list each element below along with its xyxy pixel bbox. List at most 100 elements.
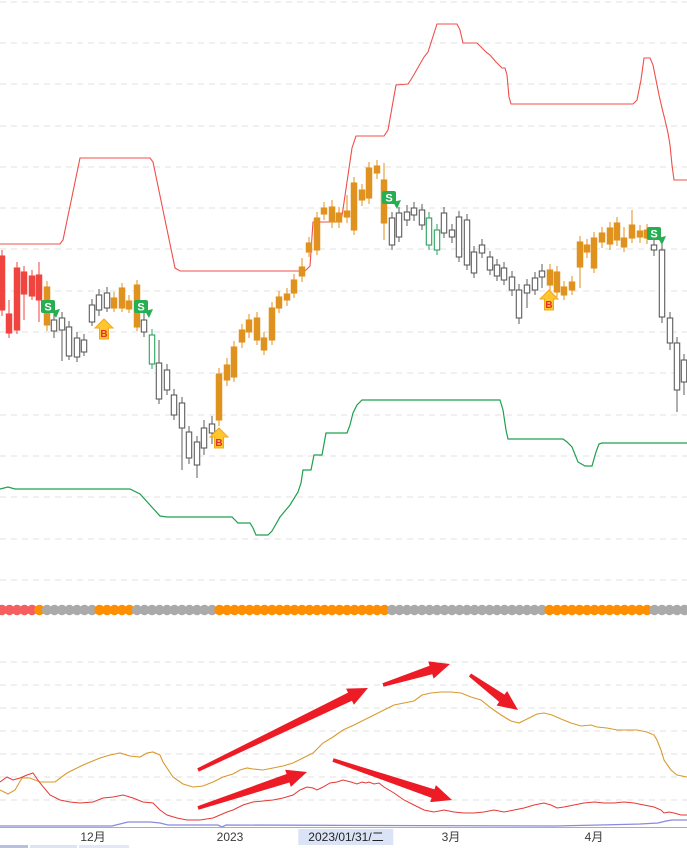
sell-tag-pointer [145, 309, 153, 318]
candle-body [448, 229, 456, 238]
candle-body [583, 244, 591, 253]
candle-body [260, 337, 268, 351]
trend-dot [679, 604, 687, 616]
sell-tag-pointer [52, 309, 60, 318]
trend-dot [574, 604, 585, 616]
trend-dot [566, 604, 578, 616]
trend-dot [11, 604, 23, 616]
trend-dot [244, 604, 255, 616]
candle-body [245, 319, 253, 333]
trend-dot [649, 604, 660, 616]
candle-body [223, 364, 231, 381]
candle-body [103, 292, 111, 309]
candle-body [5, 313, 13, 334]
candle-body [28, 275, 36, 297]
trend-dot [386, 604, 398, 616]
trend-dot [221, 604, 233, 616]
trend-dot [49, 604, 60, 616]
buy-signal-marker: B [93, 318, 115, 340]
candle-body [35, 274, 43, 301]
lower-channel-line [0, 399, 687, 536]
candle-body [88, 304, 96, 323]
trend-dot [424, 604, 435, 616]
candle-body [636, 230, 644, 238]
sell-signal-letter: S [650, 229, 657, 241]
sell-signal-marker: S [647, 227, 666, 245]
candle-body [335, 212, 343, 223]
candle-body [20, 271, 28, 295]
candle-body [65, 326, 73, 357]
candle-body [531, 277, 539, 291]
candle-body [478, 244, 486, 254]
bottom-pane-fragment [0, 845, 28, 848]
trend-dot [259, 604, 270, 616]
candle-body [148, 334, 156, 365]
main-gridlines [0, 1, 687, 581]
candle-body [576, 241, 584, 268]
trend-dot [529, 604, 540, 616]
annotation-arrow [382, 661, 450, 687]
trend-dot [251, 604, 263, 616]
candle-body [463, 219, 471, 266]
buy-arrow-shape [538, 289, 560, 311]
candle-body [515, 289, 523, 319]
trend-dot [311, 604, 323, 616]
trend-dot [514, 604, 525, 616]
trend-dot [641, 604, 653, 616]
trend-dot [274, 604, 285, 616]
candle-body [343, 210, 351, 218]
trend-dot [446, 604, 458, 616]
candle-body [238, 329, 246, 343]
trend-dot [544, 604, 555, 616]
candle-body [440, 212, 448, 234]
trend-dot [379, 604, 390, 616]
lower-indicator-lines [0, 691, 687, 828]
trend-dot [521, 604, 533, 616]
trend-dot [319, 604, 330, 616]
trend-dot [71, 604, 83, 616]
trend-dot [664, 604, 675, 616]
x-axis [0, 827, 687, 848]
buy-signal-letter: B [100, 329, 107, 340]
candle-body [650, 244, 658, 251]
trend-dot [341, 604, 353, 616]
trend-dot [266, 604, 278, 616]
crosshair-date-label: 2023/01/31/二 [298, 829, 394, 845]
sell-tag-shape [647, 227, 661, 240]
indicator-line-orange [0, 691, 687, 795]
trend-dot [401, 604, 413, 616]
candle-body [365, 167, 373, 199]
trend-dot [26, 604, 38, 616]
trend-dot [56, 604, 68, 616]
sell-tag-pointer [658, 236, 666, 245]
trend-dot [589, 604, 600, 616]
candle-body [155, 362, 163, 400]
candle-body [470, 251, 478, 274]
candle-body [680, 359, 687, 383]
trend-dot [236, 604, 248, 616]
candle-body [178, 402, 186, 429]
candle-body [118, 287, 126, 309]
trend-dot [326, 604, 338, 616]
candle-body [395, 212, 403, 238]
trend-dot-strip [0, 604, 687, 616]
buy-sell-signal-markers: S S S S B B B [41, 191, 666, 449]
trend-dot [356, 604, 368, 616]
candle-body [305, 242, 313, 253]
candle-body [373, 165, 381, 174]
trend-dot [431, 604, 443, 616]
trend-dot [79, 604, 90, 616]
candle-body [253, 317, 261, 341]
candle-body [590, 237, 598, 269]
candle-body [628, 224, 636, 239]
candle-body [185, 431, 193, 459]
x-axis-label-2023: 2023 [216, 830, 244, 844]
trend-dot [41, 604, 53, 616]
sell-tag-shape [41, 300, 55, 313]
sell-signal-letter: S [385, 193, 392, 205]
candle-body [613, 222, 621, 241]
trend-dot [506, 604, 518, 616]
candle-body [193, 441, 201, 466]
buy-signal-marker: B [208, 427, 230, 449]
